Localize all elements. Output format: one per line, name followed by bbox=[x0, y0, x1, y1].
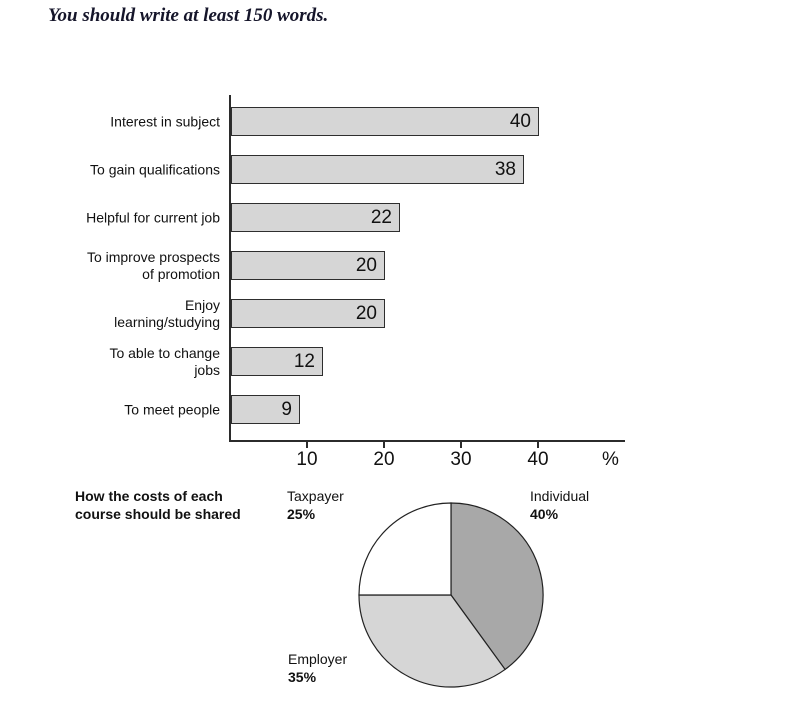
bar: 12 bbox=[231, 347, 323, 376]
instruction-text: You should write at least 150 words. bbox=[48, 5, 329, 26]
pie-label-taxpayer: Taxpayer 25% bbox=[287, 487, 344, 523]
x-axis-tick-label: 10 bbox=[296, 449, 318, 470]
bar: 9 bbox=[231, 395, 300, 424]
bar-category-label: Enjoy learning/studying bbox=[114, 296, 220, 330]
pie-slice-taxpayer bbox=[358, 502, 452, 596]
bar-value-label: 22 bbox=[370, 206, 392, 228]
bar: 20 bbox=[231, 251, 385, 280]
x-axis-tick-label: 30 bbox=[450, 449, 472, 470]
x-axis-tick bbox=[383, 442, 385, 448]
pie-label-name: Taxpayer bbox=[287, 488, 344, 504]
bar: 20 bbox=[231, 299, 385, 328]
pie-slice-individual bbox=[450, 502, 544, 671]
pie-chart-title: How the costs of each course should be s… bbox=[75, 488, 241, 522]
x-axis-tick-label: 40 bbox=[527, 449, 549, 470]
bar-category-label: To improve prospects of promotion bbox=[86, 248, 220, 282]
pie-label-pct: 35% bbox=[288, 669, 317, 685]
bar-category-label: Interest in subject bbox=[110, 113, 220, 129]
bar-value-label: 9 bbox=[281, 398, 292, 420]
bar-value-label: 38 bbox=[494, 158, 516, 180]
bar: 40 bbox=[231, 107, 539, 136]
pie-slice-employer bbox=[358, 594, 506, 688]
bar: 22 bbox=[231, 203, 400, 232]
x-axis-tick bbox=[537, 442, 539, 448]
pie-label-name: Individual bbox=[530, 488, 590, 504]
bar-category-label: To meet people bbox=[124, 401, 220, 417]
bar-category-label: To gain qualifications bbox=[90, 161, 220, 177]
x-axis-tick bbox=[460, 442, 462, 448]
bar-category-label: Helpful for current job bbox=[86, 209, 220, 225]
x-axis-line bbox=[229, 440, 625, 442]
pie-label-employer: Employer 35% bbox=[288, 650, 347, 686]
x-axis-tick-label: 20 bbox=[373, 449, 395, 470]
bar-value-label: 40 bbox=[509, 110, 531, 132]
pie-label-pct: 25% bbox=[287, 506, 316, 522]
pie-graphic bbox=[358, 502, 544, 688]
bar-value-label: 20 bbox=[355, 254, 377, 276]
pie-label-name: Employer bbox=[288, 651, 348, 667]
x-axis-tick bbox=[306, 442, 308, 448]
bar-category-label: To able to change jobs bbox=[109, 344, 220, 378]
bar-value-label: 12 bbox=[293, 350, 315, 372]
x-axis-unit-label: % bbox=[602, 449, 619, 470]
bar: 38 bbox=[231, 155, 524, 184]
bar-value-label: 20 bbox=[355, 302, 377, 324]
pie-label-individual: Individual 40% bbox=[530, 487, 589, 523]
pie-label-pct: 40% bbox=[530, 506, 559, 522]
y-axis-line bbox=[229, 95, 231, 441]
